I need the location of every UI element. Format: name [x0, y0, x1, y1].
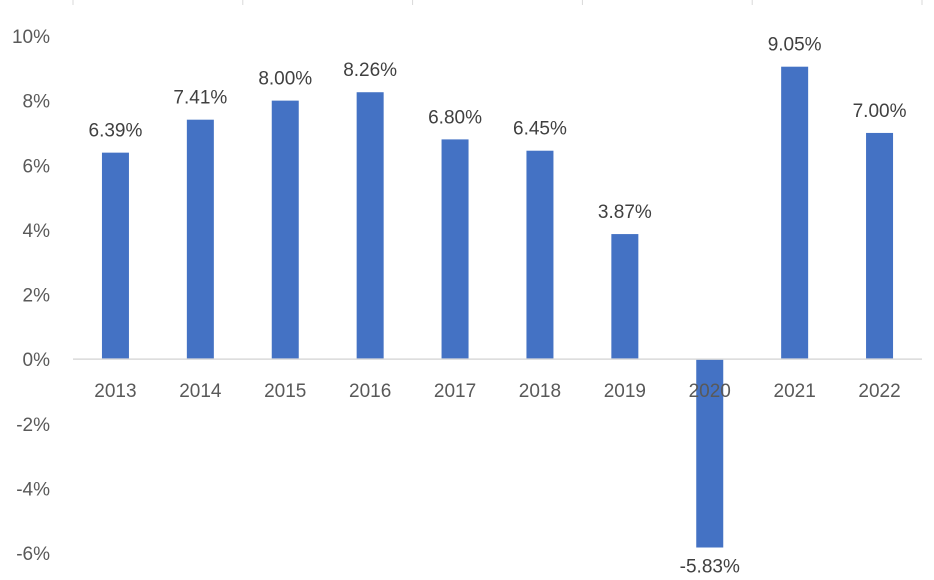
x-tick-label: 2018 [519, 381, 561, 402]
data-label: 8.26% [343, 60, 397, 81]
x-tick-label: 2017 [434, 381, 476, 402]
bar [101, 152, 129, 360]
x-tick-label: 2014 [179, 381, 222, 402]
data-label: 7.41% [173, 88, 227, 109]
bar [696, 359, 724, 548]
bar [356, 92, 384, 360]
bars [101, 66, 894, 548]
x-tick-label: 2015 [264, 381, 306, 402]
y-tick-label: 2% [23, 286, 51, 307]
bar [526, 150, 554, 360]
bar [781, 66, 809, 360]
y-tick-label: 8% [23, 92, 51, 113]
bar [866, 132, 894, 360]
data-label: 6.45% [513, 119, 567, 140]
data-label: 3.87% [598, 202, 652, 223]
y-tick-label: 6% [23, 156, 51, 177]
bar [441, 139, 469, 360]
data-label: 7.00% [853, 101, 907, 122]
data-label: 6.80% [428, 107, 482, 128]
data-labels: 6.39% 7.41% 8.00% 8.26% 6.80% 6.45% 3.87% -5.83… [89, 35, 907, 578]
y-tick-label: -6% [16, 544, 50, 565]
x-tick-label: 2022 [858, 381, 900, 402]
y-tick-label: -2% [16, 415, 50, 436]
bar [271, 100, 299, 360]
bar [186, 119, 214, 360]
x-tick-label: 2016 [349, 381, 391, 402]
data-label: 9.05% [768, 35, 822, 56]
y-tick-label: -4% [16, 479, 50, 500]
y-tick-label: 4% [23, 221, 51, 242]
bar [611, 234, 639, 360]
x-axis-tick-labels: 2013 2014 2015 2016 2017 2018 2019 2020 2021 2022 [94, 381, 900, 402]
data-label: -5.83% [680, 557, 740, 578]
y-tick-label: 10% [12, 27, 50, 48]
x-tick-label: 2019 [604, 381, 646, 402]
data-label: 6.39% [89, 121, 143, 142]
x-tick-label: 2021 [774, 381, 816, 402]
data-label: 8.00% [258, 69, 312, 90]
y-axis-tick-labels: 10% 8% 6% 4% 2% 0% -2% -4% -6% [12, 27, 50, 565]
x-tick-label: 2013 [94, 381, 136, 402]
y-tick-label: 0% [23, 350, 51, 371]
x-tick-label: 2020 [689, 381, 731, 402]
top-border-ticks [72, 0, 923, 5]
